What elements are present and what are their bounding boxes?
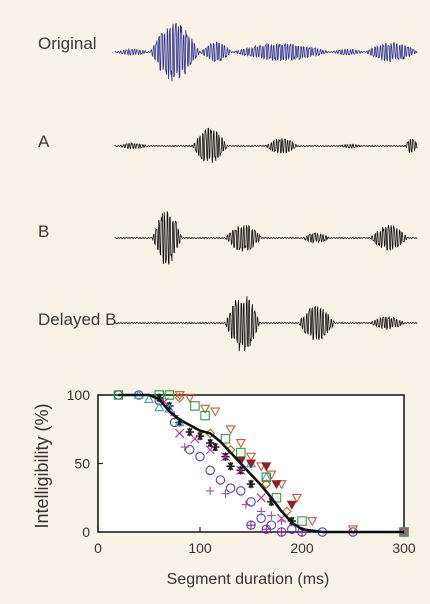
data-point [261, 479, 272, 490]
waveform-a [114, 127, 418, 164]
waveform-label-a: A [38, 132, 50, 151]
data-point [261, 462, 272, 472]
waveform-delayed-b [114, 296, 418, 352]
data-point [205, 465, 215, 476]
data-point [267, 511, 276, 520]
data-point [185, 427, 194, 437]
data-point [221, 489, 230, 498]
data-point [215, 475, 226, 485]
y-tick-label: 100 [67, 387, 91, 403]
data-point [261, 472, 272, 482]
data-point [220, 452, 231, 462]
x-tick-label: 300 [392, 540, 416, 556]
data-point [257, 507, 266, 516]
x-tick-label: 0 [94, 540, 102, 556]
waveform-panel [114, 23, 418, 352]
data-point [195, 451, 205, 462]
data-point [199, 404, 211, 415]
data-point [276, 527, 287, 537]
data-point [286, 500, 297, 510]
data-point [256, 462, 267, 472]
data-point [246, 520, 256, 530]
data-point [225, 483, 236, 493]
data-point [271, 480, 282, 490]
data-point [291, 493, 303, 504]
data-point [164, 390, 175, 400]
x-tick-label: 200 [290, 540, 314, 556]
waveform-original [114, 23, 418, 82]
data-point [210, 407, 221, 417]
data-point [297, 516, 307, 526]
data-point [256, 493, 266, 503]
data-point [206, 438, 215, 448]
data-point [220, 434, 231, 444]
data-point [347, 525, 359, 535]
data-point [185, 445, 195, 455]
data-point [154, 401, 165, 412]
data-point [236, 447, 246, 458]
waveform-label-b: B [38, 222, 50, 241]
data-point [246, 497, 256, 507]
data-point [205, 445, 215, 455]
x-tick-label: 100 [188, 540, 212, 556]
data-point [276, 480, 287, 490]
y-tick-label: 50 [74, 456, 90, 472]
waveform-b [114, 211, 418, 265]
data-point [200, 410, 210, 421]
waveform-label-delayed-b: Delayed B [38, 310, 117, 329]
data-point [307, 517, 318, 527]
data-point [180, 442, 189, 452]
data-point [245, 459, 257, 469]
y-axis-label: Intelligibility (%) [32, 403, 52, 528]
data-point [190, 401, 200, 411]
data-point [184, 393, 195, 404]
fit-line [118, 393, 404, 534]
data-point [175, 428, 185, 438]
data-point [241, 500, 251, 509]
data-point [261, 524, 272, 535]
data-point [245, 452, 257, 462]
data-point [143, 393, 155, 404]
data-point [225, 425, 236, 435]
data-point [206, 486, 215, 496]
data-point [266, 470, 277, 480]
data-point [236, 486, 246, 496]
data-point [174, 392, 185, 403]
data-point [190, 434, 200, 444]
data-point [235, 439, 246, 449]
data-point [246, 479, 256, 489]
data-point [277, 516, 286, 526]
y-tick-label: 0 [82, 524, 90, 540]
data-point [226, 462, 235, 471]
data-point [165, 401, 174, 411]
waveform-label-original: Original [38, 34, 97, 53]
x-axis-label: Segment duration (ms) [167, 571, 330, 588]
